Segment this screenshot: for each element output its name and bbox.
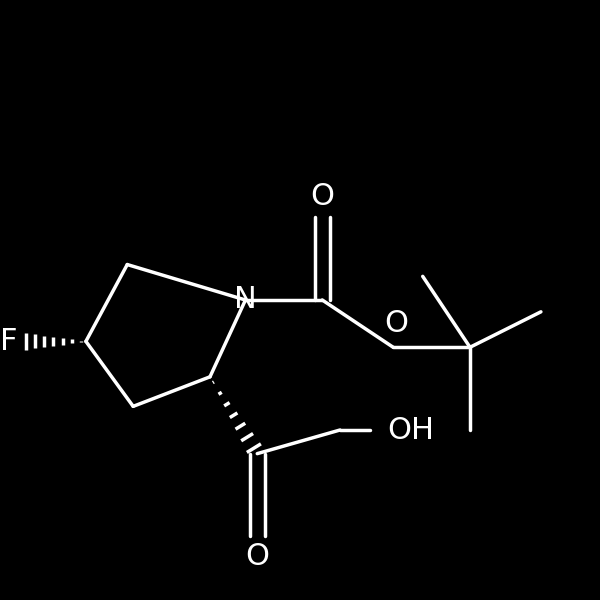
Text: O: O <box>245 542 269 571</box>
Text: OH: OH <box>387 416 434 445</box>
Text: F: F <box>1 327 18 356</box>
Text: O: O <box>310 182 334 211</box>
Text: N: N <box>234 286 257 314</box>
Text: O: O <box>384 310 408 338</box>
